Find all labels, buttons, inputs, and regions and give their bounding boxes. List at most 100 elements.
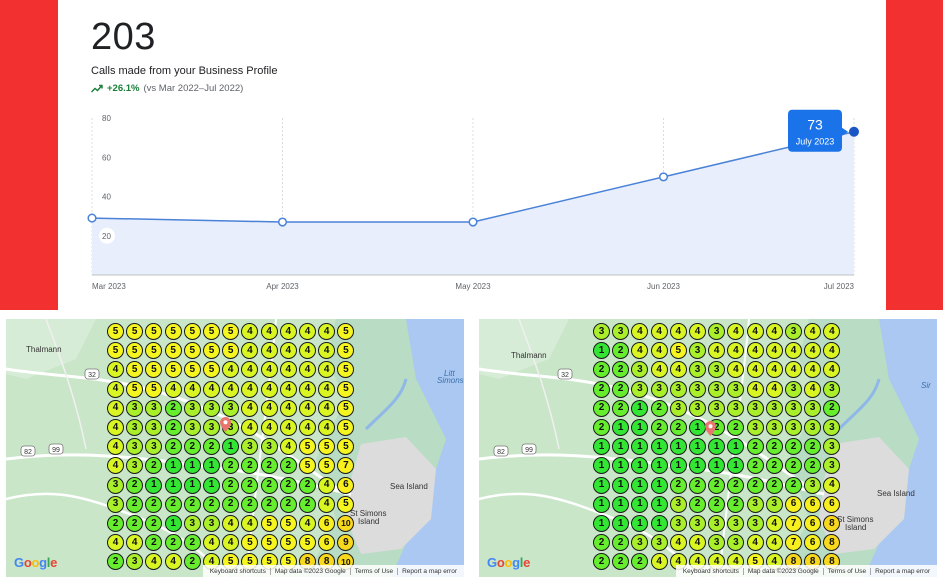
- rank-cell[interactable]: 9: [337, 534, 355, 552]
- rank-cell[interactable]: 1: [689, 419, 706, 436]
- rank-cell[interactable]: 4: [708, 342, 726, 360]
- rank-cell[interactable]: 5: [203, 323, 220, 340]
- rank-cell[interactable]: 2: [107, 515, 124, 532]
- rank-cell[interactable]: 5: [183, 323, 201, 340]
- rank-cell[interactable]: 4: [669, 534, 687, 552]
- rank-cell[interactable]: 3: [689, 515, 706, 532]
- rank-cell[interactable]: 4: [222, 380, 240, 398]
- rank-cell[interactable]: 5: [107, 342, 124, 360]
- rank-cell[interactable]: 4: [241, 323, 259, 340]
- rank-cell[interactable]: 1: [593, 457, 610, 475]
- rank-cell[interactable]: 2: [804, 438, 822, 456]
- rank-cell[interactable]: 7: [785, 534, 802, 552]
- rank-cell[interactable]: 4: [222, 361, 240, 379]
- rank-cell[interactable]: 3: [765, 399, 783, 417]
- rank-cell[interactable]: 2: [593, 534, 610, 552]
- rank-cell[interactable]: 2: [222, 476, 240, 494]
- rank-cell[interactable]: 4: [107, 457, 124, 475]
- rank-cell[interactable]: 2: [689, 495, 706, 513]
- rank-cell[interactable]: 2: [689, 476, 706, 494]
- rank-cell[interactable]: 2: [222, 495, 240, 513]
- rank-cell[interactable]: 2: [612, 380, 630, 398]
- rank-cell[interactable]: 2: [746, 457, 764, 475]
- report-map-error-link[interactable]: Report a map error: [870, 567, 934, 575]
- rank-cell[interactable]: 2: [746, 438, 764, 456]
- rank-cell[interactable]: 4: [279, 342, 297, 360]
- rank-cell[interactable]: 3: [126, 419, 144, 436]
- rank-cell[interactable]: 4: [318, 323, 336, 340]
- rank-cell[interactable]: 4: [260, 399, 278, 417]
- rank-cell[interactable]: 4: [631, 323, 649, 340]
- rank-cell[interactable]: 4: [727, 323, 745, 340]
- rank-cell[interactable]: 1: [631, 457, 649, 475]
- rank-cell[interactable]: 2: [126, 515, 144, 532]
- rank-cell[interactable]: 1: [708, 457, 726, 475]
- rank-cell[interactable]: 1: [612, 438, 630, 456]
- rank-cell[interactable]: 3: [203, 515, 220, 532]
- rank-cell[interactable]: 4: [318, 342, 336, 360]
- rank-cell[interactable]: 4: [107, 438, 124, 456]
- rank-cell[interactable]: 4: [107, 419, 124, 436]
- rank-cell[interactable]: 5: [126, 380, 144, 398]
- rank-cell[interactable]: 4: [260, 342, 278, 360]
- rank-cell[interactable]: 3: [689, 342, 706, 360]
- rank-cell[interactable]: 1: [183, 476, 201, 494]
- rank-cell[interactable]: 5: [164, 361, 182, 379]
- rank-cell[interactable]: 1: [650, 515, 668, 532]
- rank-cell[interactable]: 4: [279, 419, 297, 436]
- rank-cell[interactable]: 3: [727, 399, 745, 417]
- rank-cell[interactable]: 1: [183, 457, 201, 475]
- rank-cell[interactable]: 5: [164, 342, 182, 360]
- rank-cell[interactable]: 2: [650, 419, 668, 436]
- rank-cell[interactable]: 4: [241, 361, 259, 379]
- rank-cell[interactable]: 5: [337, 342, 355, 360]
- rank-cell[interactable]: 3: [785, 399, 802, 417]
- terms-of-use-link[interactable]: Terms of Use: [349, 567, 397, 575]
- rank-cell[interactable]: 3: [708, 380, 726, 398]
- rank-cell[interactable]: 2: [631, 553, 649, 571]
- report-map-error-link[interactable]: Report a map error: [397, 567, 461, 575]
- rank-map-left[interactable]: 32 82 99 Thalmann Sea Island St Simons Island L…: [6, 319, 464, 577]
- rank-cell[interactable]: 4: [823, 476, 841, 494]
- rank-cell[interactable]: 3: [260, 438, 278, 456]
- rank-cell[interactable]: 3: [727, 515, 745, 532]
- rank-cell[interactable]: 4: [299, 515, 316, 532]
- rank-cell[interactable]: 4: [299, 361, 316, 379]
- rank-cell[interactable]: 2: [727, 476, 745, 494]
- rank-cell[interactable]: 3: [183, 399, 201, 417]
- rank-cell[interactable]: 1: [612, 515, 630, 532]
- rank-cell[interactable]: 6: [804, 534, 822, 552]
- rank-cell[interactable]: 2: [279, 495, 297, 513]
- rank-cell[interactable]: 1: [612, 495, 630, 513]
- rank-cell[interactable]: 4: [299, 380, 316, 398]
- rank-cell[interactable]: 2: [593, 419, 610, 436]
- rank-cell[interactable]: 4: [318, 361, 336, 379]
- rank-cell[interactable]: 5: [299, 438, 316, 456]
- rank-cell[interactable]: 3: [689, 361, 706, 379]
- rank-cell[interactable]: 5: [145, 380, 163, 398]
- rank-cell[interactable]: 5: [164, 323, 182, 340]
- rank-cell[interactable]: 2: [765, 457, 783, 475]
- rank-cell[interactable]: 1: [689, 457, 706, 475]
- rank-cell[interactable]: 3: [804, 476, 822, 494]
- rank-cell[interactable]: 1: [593, 438, 610, 456]
- rank-cell[interactable]: 4: [299, 342, 316, 360]
- rank-cell[interactable]: 1: [164, 457, 182, 475]
- rank-cell[interactable]: 3: [746, 419, 764, 436]
- rank-cell[interactable]: 2: [593, 553, 610, 571]
- rank-cell[interactable]: 3: [708, 515, 726, 532]
- rank-cell[interactable]: 5: [299, 457, 316, 475]
- rank-cell[interactable]: 3: [107, 495, 124, 513]
- rank-cell[interactable]: 2: [203, 495, 220, 513]
- rank-cell[interactable]: 3: [823, 419, 841, 436]
- rank-cell[interactable]: 2: [164, 495, 182, 513]
- rank-cell[interactable]: 1: [145, 476, 163, 494]
- rank-cell[interactable]: 3: [241, 438, 259, 456]
- rank-cell[interactable]: 2: [164, 419, 182, 436]
- rank-cell[interactable]: 2: [164, 534, 182, 552]
- rank-cell[interactable]: 3: [669, 399, 687, 417]
- rank-cell[interactable]: 3: [727, 380, 745, 398]
- rank-cell[interactable]: 3: [631, 534, 649, 552]
- rank-cell[interactable]: 1: [727, 438, 745, 456]
- rank-cell[interactable]: 3: [689, 399, 706, 417]
